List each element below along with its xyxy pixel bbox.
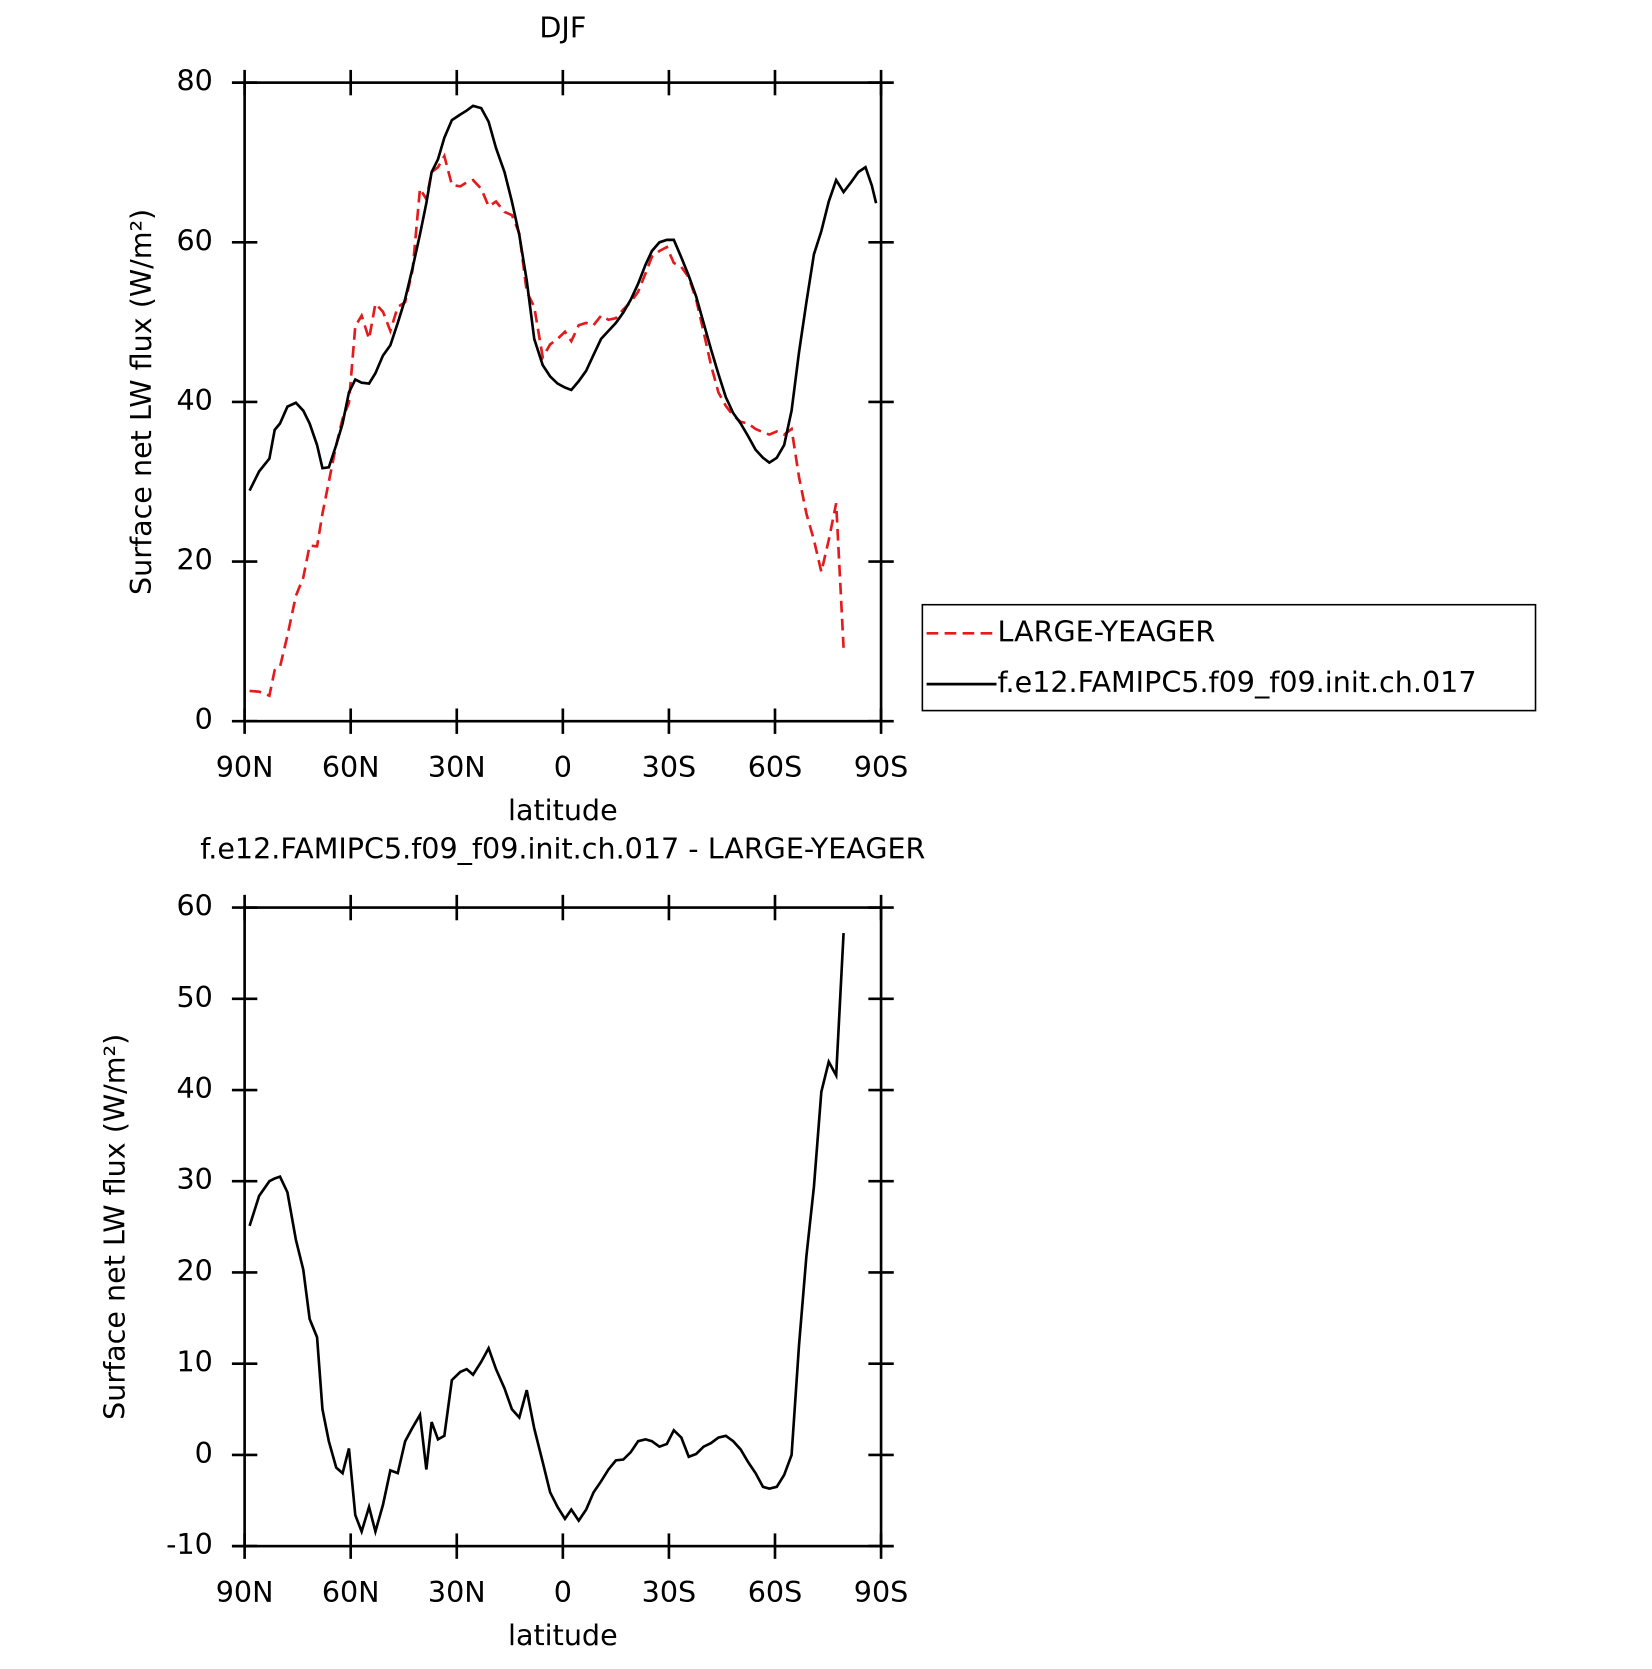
y-tick-label: 60: [176, 889, 212, 923]
x-tick-label: 90N: [216, 750, 274, 784]
plot-frame: [243, 81, 883, 723]
x-tick-label: 0: [554, 1575, 572, 1609]
y-tick-label: 0: [195, 702, 213, 736]
y-tick-label: 30: [176, 1162, 212, 1196]
x-tick-label: 30N: [428, 750, 486, 784]
y-axis-label: Surface net LW flux (W/m²): [97, 1034, 131, 1420]
y-tick-label: 80: [176, 64, 212, 98]
y-tick-label: 20: [176, 1253, 212, 1287]
x-tick-label: 90S: [854, 1575, 909, 1609]
chart-title: DJF: [539, 11, 586, 45]
legend-label: f.e12.FAMIPC5.f09_f09.init.ch.017: [998, 665, 1477, 699]
x-tick-label: 30S: [642, 1575, 697, 1609]
y-tick-label: 40: [176, 1071, 212, 1105]
x-tick-label: 30S: [642, 750, 697, 784]
x-tick-label: 0: [554, 750, 572, 784]
x-tick-label: 60N: [322, 1575, 380, 1609]
data-line: [248, 933, 845, 1537]
legend-label: LARGE-YEAGER: [998, 614, 1216, 648]
x-tick-label: 30N: [428, 1575, 486, 1609]
y-tick-label: 0: [195, 1436, 213, 1470]
y-tick-label: -10: [166, 1527, 213, 1561]
x-axis-label: latitude: [508, 793, 618, 827]
x-tick-label: 60N: [322, 750, 380, 784]
x-tick-label: 90N: [216, 1575, 274, 1609]
y-tick-label: 50: [176, 980, 212, 1014]
chart-title: f.e12.FAMIPC5.f09_f09.init.ch.017 - LARG…: [200, 831, 925, 865]
y-tick-label: 40: [176, 383, 212, 417]
x-axis-label: latitude: [508, 1618, 618, 1652]
y-axis-label: Surface net LW flux (W/m²): [124, 209, 158, 595]
x-tick-label: 60S: [748, 1575, 803, 1609]
x-tick-label: 90S: [854, 750, 909, 784]
legend-box: [921, 603, 1537, 712]
plot-frame: [243, 906, 883, 1548]
y-tick-label: 10: [176, 1345, 212, 1379]
y-tick-label: 60: [176, 223, 212, 257]
x-tick-label: 60S: [748, 750, 803, 784]
data-line: [249, 152, 845, 698]
y-tick-label: 20: [176, 543, 212, 577]
data-line: [248, 104, 878, 492]
